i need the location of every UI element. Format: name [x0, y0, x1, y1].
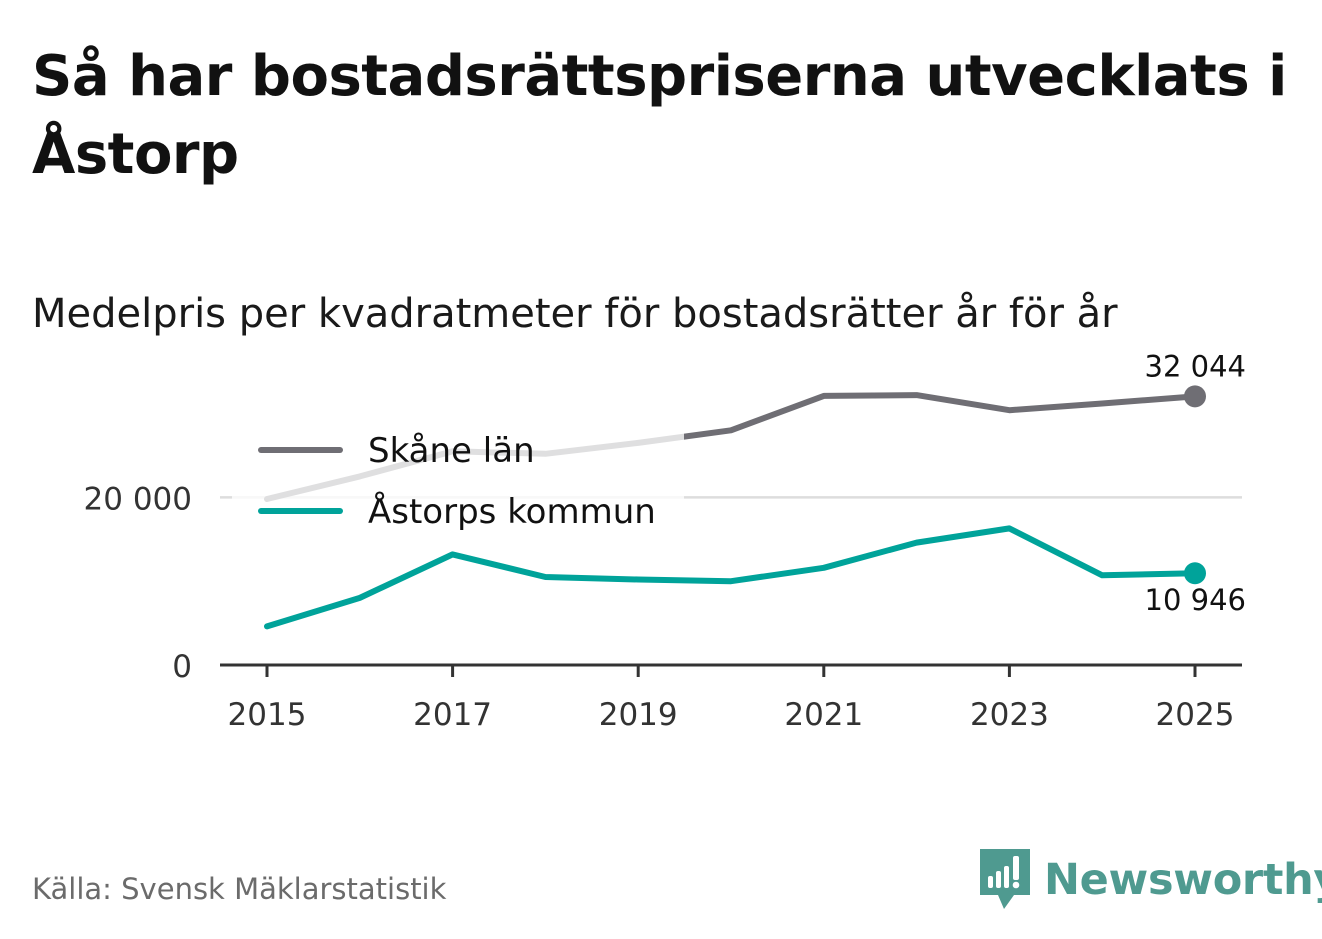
x-tick-label: 2017: [413, 697, 492, 733]
newsworthy-logo-icon: [980, 849, 1030, 909]
x-tick-label: 2015: [228, 697, 307, 733]
y-tick-label: 20 000: [84, 481, 192, 517]
x-tick-label: 2019: [599, 697, 678, 733]
brand-name: Newsworthy: [1044, 855, 1322, 905]
x-tick-label: 2023: [970, 697, 1049, 733]
brand-logo: Newsworthy: [980, 848, 1322, 912]
chart-title: Så har bostadsrättspriserna utvecklats i…: [32, 44, 1287, 187]
source-note: Källa: Svensk Mäklarstatistik: [32, 872, 447, 906]
legend-label: Åstorps kommun: [368, 491, 656, 532]
series-endpoint: [1184, 385, 1206, 408]
legend: Skåne län Åstorps kommun: [232, 420, 684, 532]
series-endpoint: [1184, 562, 1206, 585]
x-tick-label: 2025: [1156, 697, 1235, 733]
y-tick-label: 0: [172, 649, 192, 685]
legend-label: Skåne län: [368, 431, 535, 471]
data-labels: 32 044 10 946: [1145, 349, 1246, 617]
chart-subtitle: Medelpris per kvadratmeter för bostadsrä…: [32, 291, 1118, 337]
series-line-åstorps-kommun: [264, 525, 1198, 630]
end-value-label: 10 946: [1145, 583, 1246, 617]
end-value-label: 32 044: [1145, 349, 1246, 383]
axes: 0 20 000 2015 2017 2019 2021 2023 2025: [84, 481, 1242, 733]
x-tick-label: 2021: [784, 697, 863, 733]
